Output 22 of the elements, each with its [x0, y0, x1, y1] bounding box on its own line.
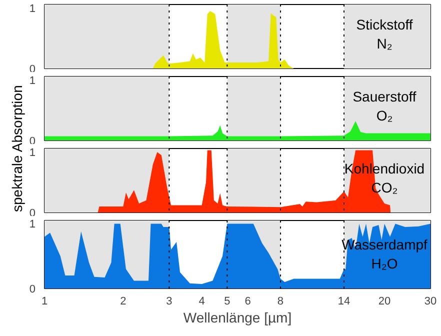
x-tick-label: 5	[224, 296, 230, 308]
annotation: N₂	[376, 36, 392, 52]
annotation: H₂O	[371, 256, 398, 272]
x-tick-label: 6	[244, 296, 251, 308]
y-tick-label: 1	[29, 75, 36, 88]
x-tick-label: 1	[41, 296, 48, 308]
x-tick-label: 14	[338, 296, 350, 308]
x-tick-label: 4	[198, 296, 205, 308]
y-tick-label: 0	[29, 284, 36, 296]
x-tick-label: 2	[120, 296, 126, 308]
y-tick-label: 1	[29, 147, 36, 160]
y-tick-label: 1	[29, 3, 36, 16]
y-tick-label: 1	[29, 218, 36, 231]
annotation: Sauerstoff	[352, 88, 416, 104]
x-tick-label: 8	[277, 296, 284, 308]
annotation: O₂	[376, 108, 393, 124]
y-axis-title: spektrale Absorption	[8, 84, 26, 214]
x-tick-label: 3	[166, 296, 172, 308]
x-axis-title: Wellenlänge [µm]	[183, 310, 292, 326]
x-tick-label: 20	[378, 296, 391, 308]
annotation: Stickstoff	[356, 16, 413, 32]
x-tick-label: 30	[424, 296, 437, 308]
